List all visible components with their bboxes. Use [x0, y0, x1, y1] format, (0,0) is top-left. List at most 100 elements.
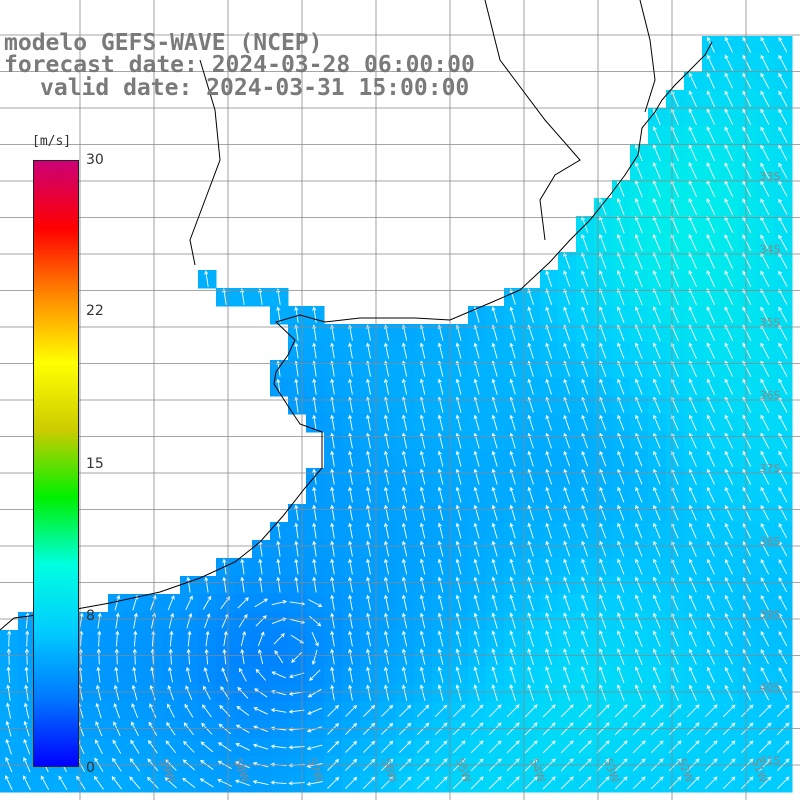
wind-arrow	[203, 685, 211, 700]
wind-arrow	[706, 72, 716, 89]
wind-arrow	[706, 432, 715, 449]
wind-arrow	[778, 559, 788, 575]
wind-arrow	[132, 666, 137, 683]
wind-arrow	[401, 450, 408, 467]
wind-arrow	[24, 666, 29, 683]
wind-arrow	[94, 739, 103, 755]
wind-arrow	[670, 162, 680, 180]
wind-arrow	[778, 595, 788, 611]
wind-arrow	[599, 270, 607, 288]
wind-arrow	[688, 378, 697, 395]
colorbar-units: [m/s]	[32, 134, 72, 149]
wind-arrow	[167, 595, 175, 611]
wind-arrow	[491, 486, 498, 503]
wind-arrow	[491, 522, 498, 539]
wind-arrow	[688, 684, 697, 701]
wind-arrow	[437, 684, 444, 701]
wind-arrow	[416, 704, 430, 718]
wind-arrow	[635, 576, 643, 593]
wind-arrow	[203, 667, 210, 683]
wind-arrow	[742, 450, 752, 467]
wind-arrow	[563, 342, 571, 359]
wind-arrow	[330, 504, 335, 521]
wind-arrow	[93, 775, 104, 790]
wind-arrow	[348, 558, 353, 575]
wind-arrow	[348, 648, 353, 665]
coastline-lagoon	[639, 0, 656, 113]
wind-arrow	[635, 414, 643, 431]
wind-arrow	[437, 576, 444, 593]
wind-arrow	[688, 522, 697, 539]
wind-arrow	[270, 780, 287, 785]
wind-arrow	[706, 594, 715, 611]
wind-arrow	[348, 414, 353, 431]
wind-arrow	[491, 684, 498, 702]
coastline-atlantic	[0, 41, 713, 631]
wind-arrow	[706, 666, 715, 683]
wind-arrow	[506, 740, 520, 754]
wind-arrow	[330, 648, 335, 665]
wind-arrow	[581, 306, 589, 323]
wind-arrow	[617, 630, 625, 647]
wind-arrow	[778, 468, 788, 485]
wind-arrow	[24, 684, 29, 701]
wind-arrow	[455, 540, 462, 557]
wind-arrow	[653, 414, 661, 431]
wind-arrow	[258, 576, 263, 593]
wind-arrow	[688, 72, 697, 89]
wind-arrow	[167, 685, 174, 701]
wind-arrow	[760, 450, 770, 467]
wind-arrow	[294, 576, 299, 593]
wind-arrow	[704, 776, 718, 790]
wind-arrow	[652, 666, 661, 683]
wind-arrow	[383, 486, 390, 503]
wind-arrow	[401, 522, 408, 539]
wind-arrow	[419, 468, 426, 485]
wind-arrow	[688, 468, 697, 485]
wind-arrow	[742, 540, 752, 557]
wind-arrow	[724, 576, 733, 593]
wind-arrow	[488, 740, 502, 754]
wind-arrow	[635, 540, 643, 557]
wind-arrow	[740, 704, 754, 718]
wind-arrow	[401, 630, 408, 647]
wind-arrow	[348, 576, 353, 593]
wind-arrow	[581, 630, 589, 648]
wind-arrow	[545, 414, 552, 431]
wind-arrow	[599, 432, 607, 449]
wind-arrow	[524, 776, 538, 790]
wind-arrow	[202, 595, 212, 610]
wind-arrow	[688, 612, 697, 629]
wind-arrow	[183, 722, 195, 736]
wind-arrow	[437, 558, 444, 575]
wind-arrow	[491, 594, 498, 611]
wind-arrow	[724, 198, 734, 216]
wind-arrow	[274, 650, 284, 664]
wind-arrow	[778, 144, 788, 161]
wind-arrow	[234, 779, 251, 786]
wind-arrow	[652, 324, 661, 342]
wind-arrow	[614, 704, 628, 718]
wind-arrow	[581, 594, 589, 611]
wind-arrow	[401, 612, 408, 629]
wind-arrow	[760, 486, 770, 503]
wind-arrow	[401, 378, 408, 395]
wind-arrow	[185, 666, 192, 683]
wind-arrow	[545, 432, 552, 449]
wind-arrow	[97, 612, 102, 629]
wind-arrow	[653, 540, 661, 557]
wind-arrow	[563, 270, 571, 288]
wind-arrow	[7, 630, 12, 647]
wind-arrow	[635, 468, 643, 485]
wind-arrow	[617, 666, 625, 684]
wind-arrow	[632, 722, 646, 736]
wind-arrow	[455, 432, 462, 449]
wind-arrow	[133, 612, 138, 629]
wind-arrow	[758, 776, 772, 790]
wind-arrow	[778, 198, 788, 215]
wind-arrow	[401, 468, 408, 485]
wind-arrow	[509, 468, 516, 485]
wind-arrow	[383, 612, 390, 629]
wind-arrow	[168, 666, 173, 683]
